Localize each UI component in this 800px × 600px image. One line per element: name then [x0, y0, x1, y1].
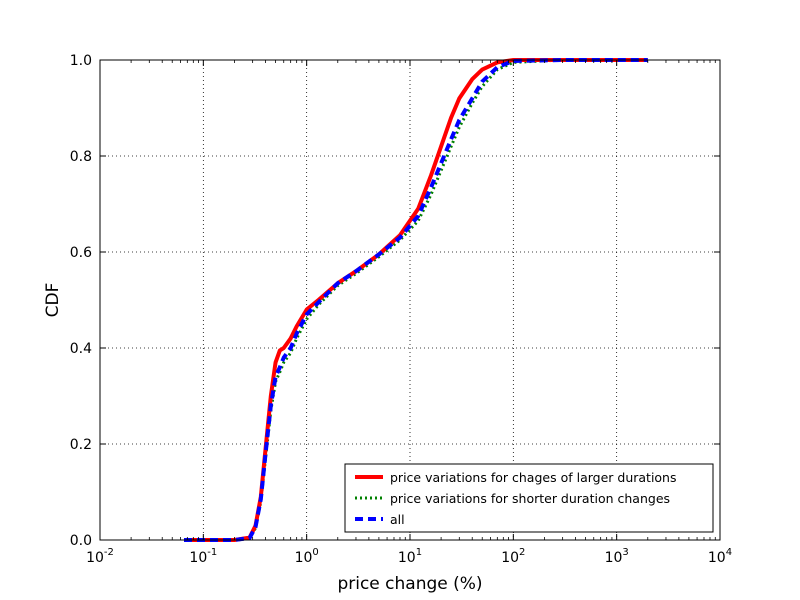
x-tick-label-base: 10 — [295, 550, 313, 566]
x-tick-label: 104 — [708, 547, 732, 566]
x-tick-label: 102 — [501, 547, 525, 566]
y-tick-label: 0.4 — [70, 341, 92, 357]
x-tick-label: 10-1 — [189, 547, 217, 566]
y-axis-title: CDF — [43, 283, 63, 318]
ticks — [99, 59, 721, 541]
x-tick-label: 10-2 — [86, 547, 114, 566]
legend-label-shorter-durations: price variations for shorter duration ch… — [390, 491, 670, 506]
legend-label-all: all — [390, 512, 405, 527]
x-axis-title: price change (%) — [337, 574, 482, 594]
x-tick-label: 100 — [295, 547, 319, 566]
y-tick-label: 1.0 — [70, 53, 92, 69]
y-tick-label: 0.2 — [70, 437, 92, 453]
x-tick-label: 103 — [605, 547, 629, 566]
x-tick-label-exponent: -2 — [104, 547, 114, 558]
y-tick-labels: 0.0 0.2 0.4 0.6 0.8 1.0 — [70, 53, 92, 549]
x-tick-label-base: 10 — [708, 550, 726, 566]
x-tick-label-exponent: 1 — [416, 547, 422, 558]
x-tick-label-base: 10 — [398, 550, 416, 566]
series-lines — [184, 58, 648, 542]
x-tick-label-exponent: 0 — [312, 547, 318, 558]
legend-frame — [344, 463, 714, 533]
legend-label-larger-durations: price variations for chages of larger du… — [390, 470, 677, 485]
x-tick-label-base: 10 — [605, 550, 623, 566]
y-tick-label: 0.6 — [70, 245, 92, 261]
x-tick-label-exponent: 4 — [726, 547, 732, 558]
y-tick-label: 0.0 — [70, 533, 92, 549]
legend: price variations for chages of larger du… — [344, 463, 714, 533]
y-tick-label: 0.8 — [70, 149, 92, 165]
grid — [100, 60, 720, 540]
x-tick-label-exponent: 2 — [519, 547, 525, 558]
series-line-2 — [184, 58, 648, 542]
x-tick-label-exponent: 3 — [622, 547, 628, 558]
x-tick-label-base: 10 — [189, 550, 207, 566]
x-tick-label-base: 10 — [86, 550, 104, 566]
x-tick-labels: 10-2 10-1 100 101 102 103 104 — [86, 547, 732, 566]
x-tick-label: 101 — [398, 547, 422, 566]
x-tick-label-base: 10 — [501, 550, 519, 566]
x-tick-label-exponent: -1 — [207, 547, 217, 558]
